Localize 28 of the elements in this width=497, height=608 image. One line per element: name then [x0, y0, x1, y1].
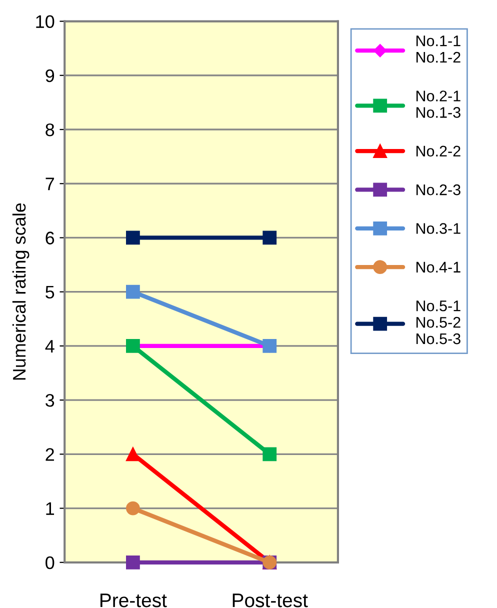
point — [126, 555, 140, 570]
y-tick-label: 9 — [46, 69, 54, 82]
point — [126, 501, 140, 516]
legend-label: No.2-1 No.1-3 — [416, 90, 460, 118]
legend-label: No.4-1 — [416, 262, 460, 273]
x-tick-label: Post-test — [232, 594, 308, 608]
point — [262, 230, 277, 245]
y-tick-label: 5 — [46, 286, 54, 299]
y-tick-label: 6 — [46, 232, 54, 244]
y-axis-title: Numerical rating scale — [12, 203, 30, 380]
point — [126, 284, 140, 299]
legend-label: No.2-2 — [416, 146, 460, 157]
legend-label: No.2-3 — [416, 184, 460, 196]
y-tick-label: 0 — [46, 556, 54, 570]
legend-label: No.3-1 — [416, 223, 460, 234]
point — [262, 447, 277, 462]
y-tick-label: 7 — [46, 178, 54, 190]
y-tick-label: 2 — [46, 448, 54, 461]
y-tick-label: 3 — [46, 394, 54, 407]
legend-label: No.1-1 No.1-2 — [416, 36, 460, 63]
y-tick-label: 8 — [46, 123, 54, 136]
point — [126, 447, 140, 462]
y-tick-label: 1 — [46, 502, 54, 515]
legend-label: No.5-1 No.5-2 No.5-3 — [416, 300, 460, 344]
x-tick-label: Pre-test — [100, 594, 167, 608]
y-tick-label: 10 — [36, 15, 54, 28]
y-tick-label: 4 — [45, 340, 54, 352]
point — [126, 230, 140, 245]
